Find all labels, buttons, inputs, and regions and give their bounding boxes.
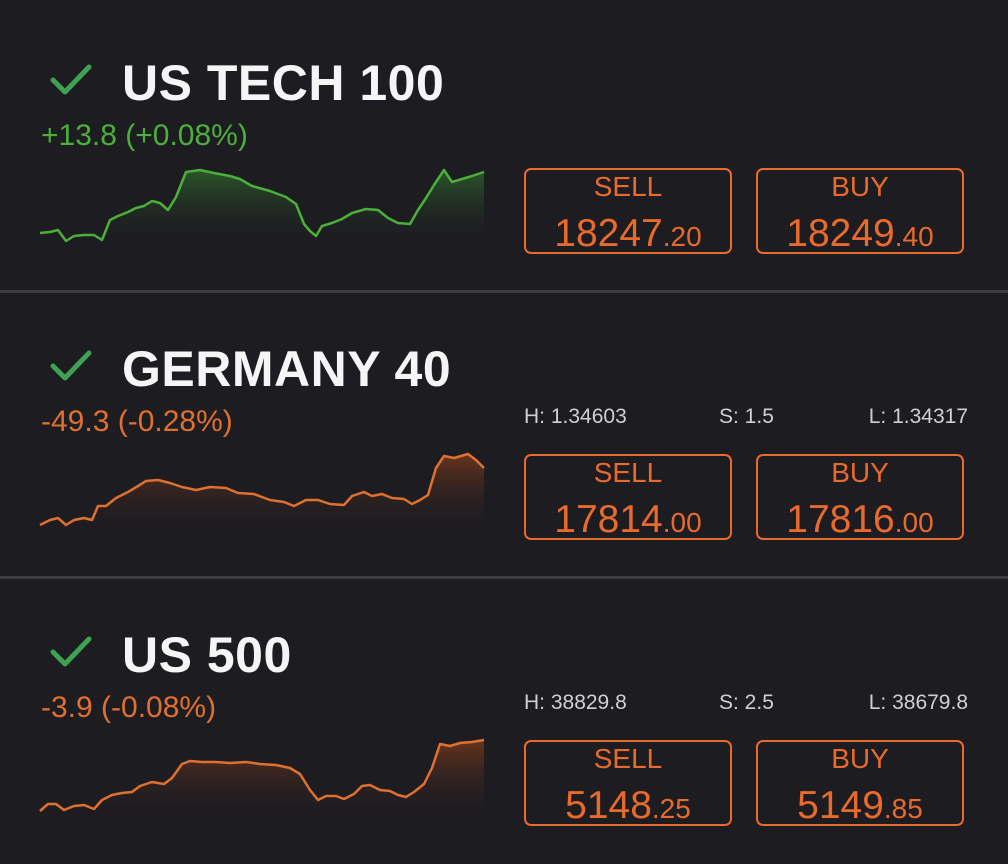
buy-price: 5149.85 (758, 786, 962, 825)
buy-price-dec: .00 (894, 507, 934, 538)
sparkline-chart (39, 452, 485, 536)
buy-button[interactable]: BUY 17816.00 (756, 454, 964, 540)
stat-low: L: 1.34317 (868, 405, 968, 428)
sell-label: SELL (593, 743, 663, 774)
sell-price-int: 17814 (554, 498, 663, 541)
buy-price: 17816.00 (758, 500, 962, 539)
stat-high: H: 38829.8 (524, 691, 627, 714)
sell-price-dec: .20 (662, 221, 702, 252)
sell-price-int: 18247 (554, 212, 663, 255)
price-change: -49.3 (-0.28%) (41, 405, 233, 438)
buy-button[interactable]: BUY 5149.85 (756, 740, 964, 826)
price-stats: H: 1.34603 S: 1.5 L: 1.34317 (524, 405, 968, 429)
sparkline-chart (39, 738, 485, 822)
buy-price-int: 17816 (786, 498, 895, 541)
buy-price-int: 5149 (797, 784, 884, 827)
instrument-row-us-tech-100[interactable]: US TECH 100 +13.8 (+0.08%) SELL 18247.20… (0, 0, 1008, 285)
buy-label: BUY (831, 457, 889, 488)
buy-price: 18249.40 (758, 214, 962, 253)
checkmark-icon[interactable] (50, 348, 92, 384)
instrument-name: GERMANY 40 (122, 341, 452, 397)
buy-price-int: 18249 (786, 212, 895, 255)
sell-price: 18247.20 (526, 214, 730, 253)
checkmark-icon[interactable] (50, 62, 92, 98)
buy-price-dec: .85 (883, 793, 923, 824)
sell-button[interactable]: SELL 5148.25 (524, 740, 732, 826)
price-change: +13.8 (+0.08%) (41, 119, 248, 152)
sell-price-dec: .25 (651, 793, 691, 824)
buy-label: BUY (831, 743, 889, 774)
buy-label: BUY (831, 171, 889, 202)
row-divider (0, 290, 1008, 293)
stat-spread: S: 2.5 (719, 691, 774, 714)
instrument-row-us-500[interactable]: US 500 -3.9 (-0.08%) H: 38829.8 S: 2.5 L… (0, 579, 1008, 864)
checkmark-icon[interactable] (50, 634, 92, 670)
sell-button[interactable]: SELL 17814.00 (524, 454, 732, 540)
price-stats: H: 38829.8 S: 2.5 L: 38679.8 (524, 691, 968, 715)
sell-label: SELL (593, 457, 663, 488)
stat-spread: S: 1.5 (719, 405, 774, 428)
buy-price-dec: .40 (894, 221, 934, 252)
sell-label: SELL (593, 171, 663, 202)
sell-price: 17814.00 (526, 500, 730, 539)
instrument-name: US 500 (122, 627, 292, 683)
sell-price-int: 5148 (565, 784, 652, 827)
sell-price-dec: .00 (662, 507, 702, 538)
stat-high: H: 1.34603 (524, 405, 627, 428)
row-divider (0, 576, 1008, 579)
sell-price: 5148.25 (526, 786, 730, 825)
stat-low: L: 38679.8 (868, 691, 968, 714)
instrument-row-germany-40[interactable]: GERMANY 40 -49.3 (-0.28%) H: 1.34603 S: … (0, 293, 1008, 578)
instrument-name: US TECH 100 (122, 55, 445, 111)
sparkline-chart (39, 168, 485, 248)
sell-button[interactable]: SELL 18247.20 (524, 168, 732, 254)
buy-button[interactable]: BUY 18249.40 (756, 168, 964, 254)
price-change: -3.9 (-0.08%) (41, 691, 217, 724)
